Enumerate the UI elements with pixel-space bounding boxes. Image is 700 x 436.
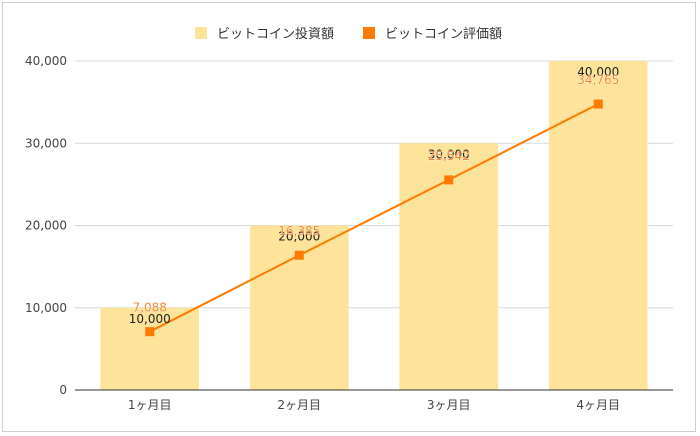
x-tick-label: 2ヶ月目 xyxy=(277,398,321,412)
line-data-label: 16,385 xyxy=(278,224,320,238)
y-tick-label: 10,000 xyxy=(25,301,67,315)
y-tick-label: 40,000 xyxy=(25,54,67,68)
line-data-label: 34,765 xyxy=(577,73,619,87)
line-layer xyxy=(145,99,603,337)
bar xyxy=(548,61,648,390)
line-point xyxy=(145,327,155,337)
bar-data-label: 40,000 xyxy=(577,65,619,79)
chart-frame: 0 10,000 20,000 30,000 40,000 1ヶ月目 2ヶ月目 3ヶ月目 4ヶ月… xyxy=(2,2,696,432)
x-tick-label: 1ヶ月目 xyxy=(128,398,172,412)
bar-data-label: 20,000 xyxy=(278,230,320,244)
bar-data-label: 30,000 xyxy=(428,147,470,161)
legend-label-line: ビットコイン評価額 xyxy=(385,27,502,42)
line-data-label: 25,542 xyxy=(428,149,470,163)
bar xyxy=(249,225,349,390)
line-point xyxy=(444,175,454,185)
y-tick-label: 20,000 xyxy=(25,219,67,233)
x-tick-label: 4ヶ月目 xyxy=(576,398,620,412)
legend-label-bar: ビットコイン投資額 xyxy=(217,26,334,42)
line-point xyxy=(593,99,603,109)
label-layer: 10,000 20,000 30,000 40,000 7,088 16,385 25,54… xyxy=(129,65,620,326)
bar-data-label: 10,000 xyxy=(129,312,171,326)
legend-swatch-line xyxy=(363,27,375,39)
y-tick-label: 30,000 xyxy=(25,136,67,150)
bar xyxy=(100,307,200,390)
chart-svg: 0 10,000 20,000 30,000 40,000 1ヶ月目 2ヶ月目 3ヶ月目 4ヶ月… xyxy=(25,26,673,412)
x-tick-label: 3ヶ月目 xyxy=(427,398,471,412)
line-data-label: 7,088 xyxy=(133,301,167,315)
legend-swatch-bar xyxy=(195,27,207,39)
axis-layer: 0 10,000 20,000 30,000 40,000 1ヶ月目 2ヶ月目 3ヶ月目 4ヶ月… xyxy=(25,54,673,412)
line-point xyxy=(294,250,304,260)
legend-layer: ビットコイン投資額 ビットコイン評価額 xyxy=(195,26,502,42)
y-tick-label: 0 xyxy=(59,383,67,397)
line-series xyxy=(149,103,599,333)
